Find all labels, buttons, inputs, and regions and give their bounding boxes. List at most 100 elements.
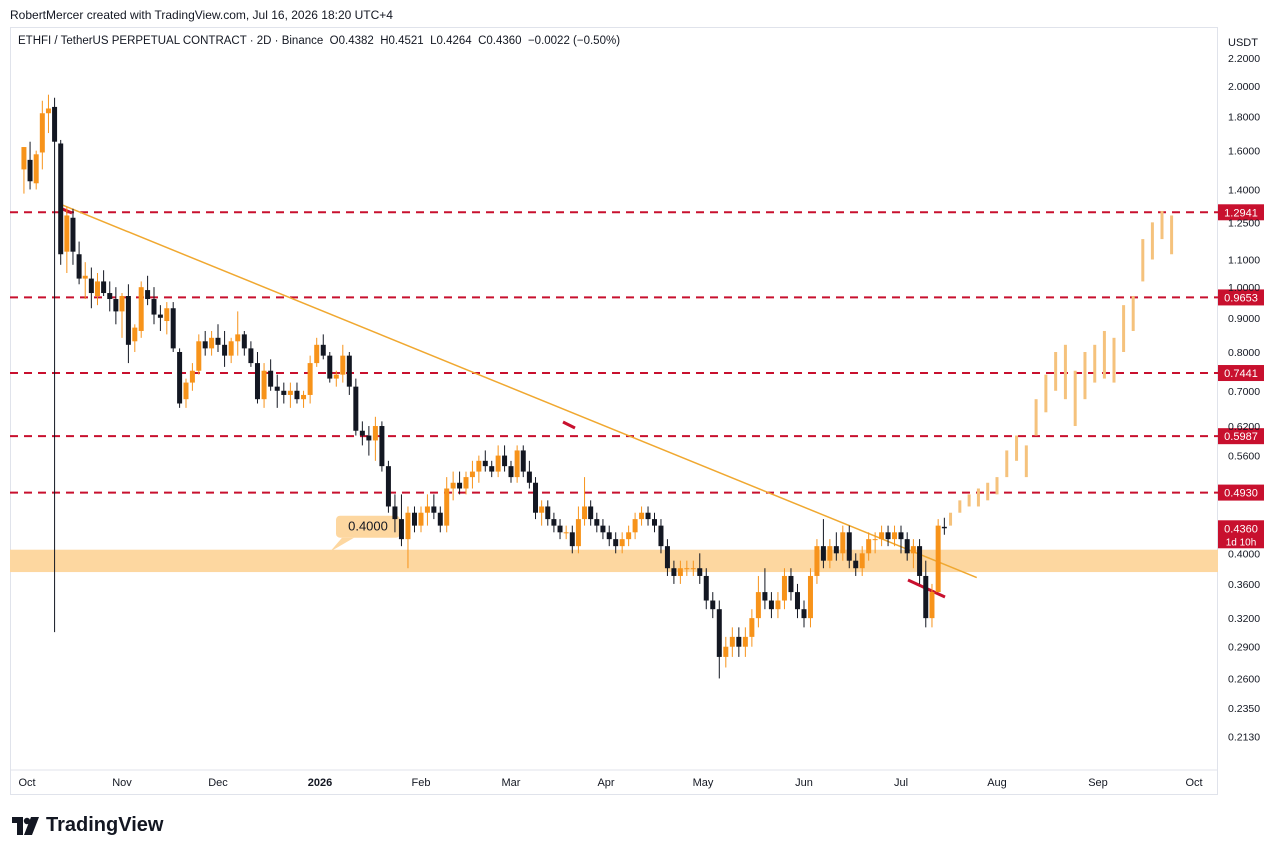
candle-body bbox=[569, 532, 575, 547]
candle-body bbox=[88, 278, 94, 294]
candle-body bbox=[33, 154, 39, 184]
candle-body bbox=[729, 636, 735, 647]
candle-body bbox=[254, 363, 260, 400]
candle-body bbox=[346, 355, 352, 387]
candle-body bbox=[145, 290, 151, 300]
time-axis-tick: May bbox=[693, 777, 714, 789]
candle-body bbox=[520, 450, 526, 472]
candle-body bbox=[314, 344, 320, 364]
candle-body bbox=[533, 482, 539, 513]
candle-body bbox=[801, 609, 807, 619]
close-value: 0.4360 bbox=[486, 35, 522, 47]
candle-body bbox=[21, 147, 27, 170]
candle-body bbox=[697, 568, 703, 576]
candle-body bbox=[101, 281, 107, 294]
candle-body bbox=[52, 106, 58, 142]
candle-body bbox=[411, 512, 417, 526]
price-axis-tick: 0.2900 bbox=[1228, 642, 1260, 654]
candle-body bbox=[626, 532, 632, 540]
candle-body bbox=[814, 546, 820, 576]
candle-body bbox=[613, 539, 619, 547]
candle-body bbox=[710, 600, 716, 610]
price-level-label: 0.7441 bbox=[1224, 368, 1258, 380]
time-axis-tick: Oct bbox=[1185, 777, 1202, 789]
chart-frame bbox=[10, 27, 1218, 795]
candle-body bbox=[545, 506, 551, 520]
price-level-label: 0.5987 bbox=[1224, 431, 1258, 443]
candle-body bbox=[385, 466, 391, 507]
candle-body bbox=[935, 525, 941, 593]
low-value: 0.4264 bbox=[436, 35, 472, 47]
symbol-title: ETHFI / TetherUS PERPETUAL CONTRACT · 2D… bbox=[18, 35, 324, 47]
candle-body bbox=[379, 426, 385, 467]
candle-body bbox=[58, 143, 64, 255]
price-axis-tick: 2.0000 bbox=[1228, 81, 1260, 93]
candle-body bbox=[307, 363, 313, 395]
candle-body bbox=[898, 532, 904, 540]
price-axis-tick: 2.2000 bbox=[1228, 53, 1260, 65]
candle-body bbox=[151, 299, 157, 315]
candle-body bbox=[846, 532, 852, 561]
candle-body bbox=[716, 609, 722, 657]
descending-trendline bbox=[60, 203, 978, 579]
candle-body bbox=[575, 519, 581, 547]
candle-body bbox=[606, 532, 612, 540]
high-label: H bbox=[380, 35, 389, 47]
candle-body bbox=[820, 546, 826, 561]
candle-body bbox=[209, 337, 215, 349]
price-axis-tick: 1.8000 bbox=[1228, 111, 1260, 123]
support-zone bbox=[10, 549, 1218, 573]
candle-body bbox=[736, 636, 742, 647]
candle-body bbox=[281, 390, 287, 395]
open-value: 0.4382 bbox=[338, 35, 374, 47]
price-level-tag bbox=[1218, 365, 1264, 382]
candle-body bbox=[582, 506, 588, 520]
candle-body bbox=[917, 546, 923, 576]
candle-body bbox=[340, 355, 346, 375]
candle-body bbox=[132, 327, 138, 342]
price-axis-tick: 0.2350 bbox=[1228, 703, 1260, 715]
chart-credit: RobertMercer created with TradingView.co… bbox=[10, 8, 393, 22]
candle-body bbox=[372, 426, 378, 441]
candle-body bbox=[457, 482, 463, 489]
time-axis-tick: Nov bbox=[112, 777, 132, 789]
candle-body bbox=[658, 525, 664, 547]
candle-body bbox=[424, 506, 430, 513]
candle-body bbox=[664, 546, 670, 569]
candle-body bbox=[248, 348, 254, 364]
time-axis-tick: Jul bbox=[894, 777, 908, 789]
candle-body bbox=[929, 592, 935, 619]
candle-body bbox=[768, 600, 774, 610]
close-label: C bbox=[478, 35, 487, 47]
price-axis-tick: 0.4000 bbox=[1228, 548, 1260, 560]
candle-body bbox=[892, 532, 898, 540]
candle-body bbox=[320, 344, 326, 356]
support-zone-label: 0.4000 bbox=[348, 519, 388, 534]
candle-body bbox=[703, 575, 709, 601]
candle-body bbox=[107, 293, 113, 300]
brand-name: TradingView bbox=[46, 814, 164, 836]
last-price-label: 0.4360 bbox=[1224, 523, 1258, 535]
candle-body bbox=[333, 374, 339, 379]
candle-body bbox=[794, 592, 800, 610]
candle-body bbox=[45, 108, 51, 114]
price-axis-tick: 1.6000 bbox=[1228, 146, 1260, 158]
candle-body bbox=[526, 471, 532, 483]
candle-body bbox=[294, 390, 300, 400]
candle-body bbox=[690, 568, 696, 570]
candle-body bbox=[274, 386, 280, 391]
candle-body bbox=[113, 299, 119, 312]
candle-body bbox=[164, 308, 170, 322]
symbol-legend: ETHFI / TetherUS PERPETUAL CONTRACT · 2D… bbox=[18, 35, 620, 47]
price-level-tag bbox=[1218, 484, 1264, 501]
price-level-label: 0.9653 bbox=[1224, 292, 1258, 304]
candle-body bbox=[196, 341, 202, 371]
candle-body bbox=[910, 546, 916, 554]
candle-body bbox=[508, 466, 514, 478]
candle-body bbox=[749, 618, 755, 637]
candle-body bbox=[359, 430, 365, 436]
candle-body bbox=[502, 455, 508, 467]
candle-body bbox=[189, 370, 195, 383]
candle-body bbox=[514, 450, 520, 478]
